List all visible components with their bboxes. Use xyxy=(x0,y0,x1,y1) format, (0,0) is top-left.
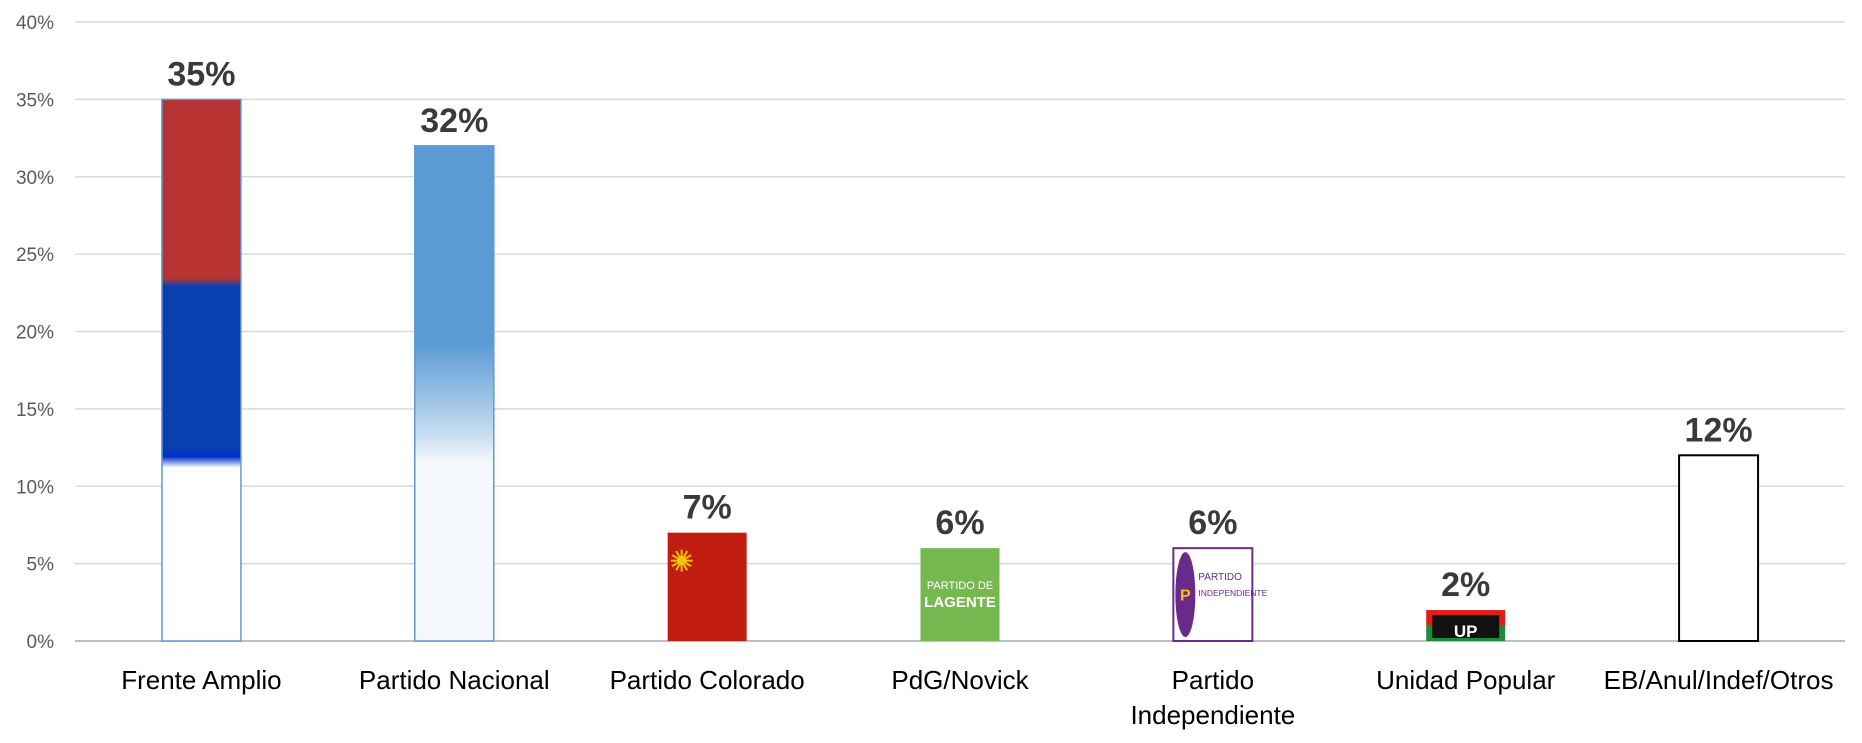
bar xyxy=(161,98,242,642)
up-logo-band xyxy=(1432,615,1500,638)
pi-emblem-mark: P xyxy=(1180,588,1191,605)
data-labels: 35% 32% 7% 6% 6% 2% 12% xyxy=(167,55,1752,604)
up-logo-text: UP xyxy=(1454,622,1478,641)
bar-frente-amplio-flag xyxy=(161,98,242,642)
x-tick-label: Frente Amplio xyxy=(121,665,281,695)
bar-pdg-logo: PARTIDO DE LAGENTE xyxy=(920,548,1000,641)
pi-logo-text: PARTIDO xyxy=(1198,572,1242,583)
data-label: 12% xyxy=(1685,411,1753,449)
gridlines xyxy=(75,21,1845,642)
y-tick-label: 35% xyxy=(16,90,54,111)
x-tick-label: Partido xyxy=(1172,665,1254,695)
x-tick-label: PdG/Novick xyxy=(891,665,1029,695)
data-label: 2% xyxy=(1441,566,1490,604)
data-label: 7% xyxy=(683,489,732,527)
bar-partido-independiente-logo: P PARTIDO INDEPENDIENTE xyxy=(1172,547,1268,643)
bar xyxy=(920,548,1000,641)
data-label: 35% xyxy=(167,55,235,93)
y-tick-label: 40% xyxy=(16,13,54,34)
bar xyxy=(414,145,495,642)
data-label: 32% xyxy=(420,102,488,140)
y-axis-ticks: 0% 5% 10% 15% 20% 25% 30% 35% 40% xyxy=(16,13,54,653)
category-labels: Frente Amplio Partido Nacional Partido Col… xyxy=(121,665,1833,730)
y-tick-label: 0% xyxy=(27,632,55,653)
x-tick-label: Partido Colorado xyxy=(610,665,805,695)
bar xyxy=(1678,454,1760,642)
y-tick-label: 30% xyxy=(16,168,54,189)
y-tick-label: 10% xyxy=(16,477,54,498)
x-tick-label: Partido Nacional xyxy=(359,665,550,695)
bars: PARTIDO DE LAGENTE P PARTIDO INDEPENDIENTE UP xyxy=(161,98,1760,643)
y-tick-label: 15% xyxy=(16,400,54,421)
bar-partido-colorado-logo xyxy=(667,532,747,641)
sun-icon xyxy=(670,549,693,572)
y-tick-label: 5% xyxy=(27,555,55,576)
x-tick-label: Unidad Popular xyxy=(1376,665,1556,695)
x-tick-label: Independiente xyxy=(1130,700,1295,730)
y-tick-label: 25% xyxy=(16,245,54,266)
bar-empty-white xyxy=(1678,454,1760,642)
y-tick-label: 20% xyxy=(16,323,54,344)
bar-partido-nacional-gradient xyxy=(414,145,495,642)
pdg-logo-text: LAGENTE xyxy=(924,594,996,611)
bar-unidad-popular-logo: UP xyxy=(1426,610,1506,641)
data-label: 6% xyxy=(935,504,984,542)
x-tick-label: EB/Anul/Indef/Otros xyxy=(1604,665,1834,695)
pi-logo-text: INDEPENDIENTE xyxy=(1198,588,1267,598)
data-label: 6% xyxy=(1188,504,1237,542)
pdg-logo-text: PARTIDO DE xyxy=(927,580,993,592)
pi-emblem-icon xyxy=(1175,552,1196,637)
bar xyxy=(667,532,747,641)
